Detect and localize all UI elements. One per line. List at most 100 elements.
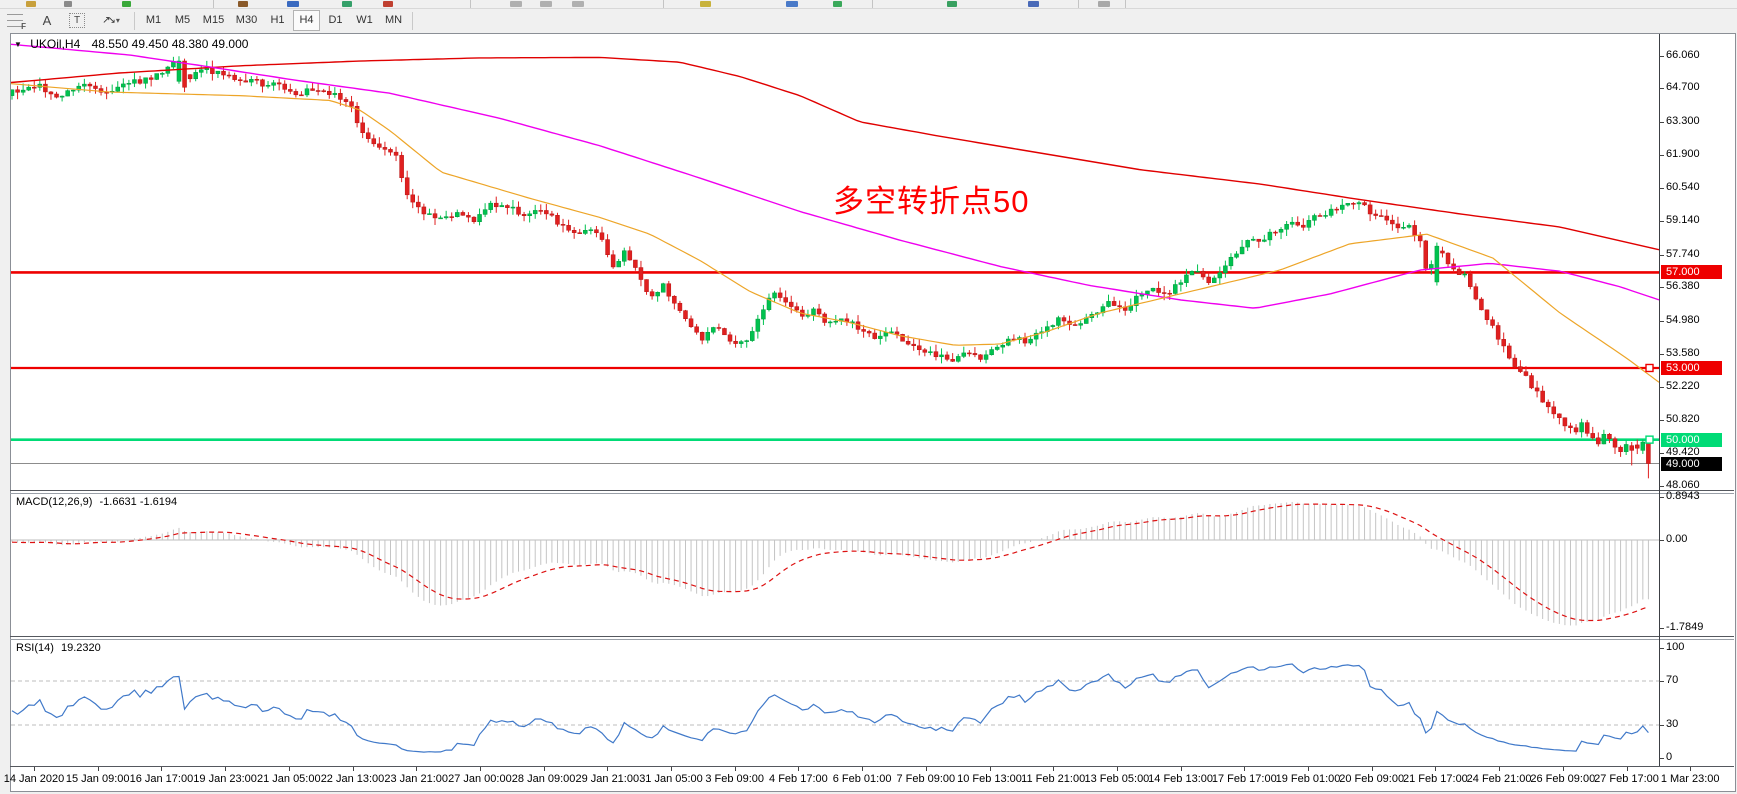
time-axis-label: 21 Feb 17:00	[1402, 773, 1468, 785]
chevron-down-icon: ▾	[115, 16, 120, 25]
timeframe-button-m15[interactable]: M15	[202, 14, 225, 26]
time-axis-label: 3 Feb 09:00	[705, 773, 765, 785]
toolbar-icon-partial[interactable]	[700, 1, 711, 7]
toolbar-icon-partial[interactable]	[383, 1, 393, 7]
candle-body	[466, 215, 471, 218]
toolbar-icon-partial[interactable]	[947, 1, 957, 7]
candle-body	[711, 327, 716, 333]
toolbar-icon-partial[interactable]	[238, 1, 248, 7]
timeframe-button-m30[interactable]: M30	[235, 14, 258, 26]
time-axis-label: 20 Feb 09:00	[1339, 773, 1405, 785]
candle-body	[1512, 357, 1518, 367]
candle-body	[994, 346, 1000, 350]
candle-body	[544, 210, 549, 215]
macd-panel-canvas[interactable]	[11, 494, 1659, 636]
candle-body	[722, 328, 727, 336]
candle-body	[1134, 295, 1139, 306]
candle-body	[1178, 282, 1184, 285]
time-axis-tick	[416, 767, 418, 771]
candle-body	[226, 74, 232, 77]
hline-handle-53.000[interactable]	[1645, 363, 1654, 373]
candle-body	[699, 332, 705, 341]
time-axis-tick	[1499, 767, 1501, 771]
timeframe-button-m5[interactable]: M5	[174, 14, 191, 26]
candle-body	[1295, 221, 1300, 226]
candle-body	[933, 351, 939, 358]
timeframe-button-d1[interactable]: D1	[328, 14, 343, 26]
arrows-icon[interactable]: ↗↘ ▾	[94, 12, 128, 30]
price-axis-label: 59.140	[1666, 214, 1700, 227]
rsi-line	[11, 663, 1649, 753]
candle-body	[1217, 272, 1223, 279]
rsi-axis-label: 0	[1666, 751, 1673, 763]
time-axis-tick	[989, 767, 991, 771]
time-axis-tick	[1244, 767, 1246, 771]
toolbar-icon-partial[interactable]	[64, 1, 72, 7]
candle-body	[427, 213, 432, 215]
candle-body	[1440, 250, 1445, 254]
toolbar-icon-partial[interactable]	[833, 1, 842, 7]
macd-group	[11, 501, 1659, 626]
candle-body	[1200, 270, 1206, 278]
time-axis-label: 26 Feb 09:00	[1530, 773, 1596, 785]
candle-body	[510, 206, 516, 209]
timeframe-button-h4[interactable]: H4	[293, 10, 320, 31]
candle-body	[878, 335, 883, 339]
candle-body	[516, 206, 521, 215]
fibonacci-icon[interactable]: F	[4, 12, 26, 31]
toolbar-icon-partial[interactable]	[786, 1, 798, 7]
candle-body	[1579, 422, 1584, 433]
timeframe-button-h1[interactable]: H1	[270, 14, 285, 26]
rsi-panel-canvas[interactable]	[11, 640, 1659, 766]
symbol-dropdown-icon[interactable]: ▼	[14, 40, 22, 49]
time-axis-label: 21 Jan 05:00	[256, 773, 321, 785]
candle-body	[1395, 223, 1401, 229]
candle-body	[299, 94, 304, 97]
candle-body	[1584, 422, 1590, 434]
candle-body	[221, 70, 226, 76]
rsi-value: 19.2320	[60, 642, 101, 654]
candle-body	[583, 230, 588, 234]
upper-toolbar-partial	[0, 0, 1737, 9]
candle-body	[65, 90, 70, 97]
symbol-timeframe-label: UKOil,H4	[30, 37, 81, 51]
candle-body	[1195, 270, 1200, 273]
toolbar-icon-partial[interactable]	[510, 1, 522, 7]
panel-divider[interactable]	[10, 636, 1734, 637]
fibonacci-icon-lines: F	[7, 14, 26, 31]
candle-body	[955, 356, 961, 362]
toolbar-icon-partial[interactable]	[287, 1, 299, 7]
candle-body	[1551, 406, 1557, 415]
toolbar-icon-partial[interactable]	[342, 1, 352, 7]
toolbar-icon-partial[interactable]	[540, 1, 552, 7]
toolbar-icon-partial[interactable]	[572, 1, 584, 7]
candle-body	[187, 74, 193, 80]
candle-body	[26, 86, 31, 91]
price-axis-tick	[1659, 88, 1664, 90]
candle-body	[655, 292, 660, 297]
candle-body	[638, 267, 644, 280]
toolbar-icon-partial[interactable]	[1098, 1, 1110, 7]
toolbar-icon-partial[interactable]	[122, 1, 131, 7]
candle-body	[521, 214, 527, 216]
time-axis-label: 29 Jan 21:00	[575, 773, 640, 785]
timeframe-button-m1[interactable]: M1	[145, 14, 162, 26]
hline-handle-50.000[interactable]	[1645, 435, 1654, 444]
candle-body	[1267, 231, 1273, 241]
candle-body	[148, 77, 154, 80]
candle-body	[54, 93, 59, 98]
candle-body	[416, 201, 421, 208]
chart-text-annotation[interactable]: 多空转折点50	[833, 184, 1030, 219]
panel-divider[interactable]	[10, 490, 1734, 491]
text-box-icon[interactable]: T	[66, 12, 88, 30]
timeframe-button-w1[interactable]: W1	[356, 14, 373, 26]
toolbar-icon-partial[interactable]	[26, 1, 36, 7]
text-label-icon[interactable]: A	[42, 13, 52, 28]
toolbar-icon-partial[interactable]	[1028, 1, 1039, 7]
main-chart-canvas[interactable]	[11, 34, 1659, 490]
candle-body	[460, 212, 466, 216]
timeframe-button-mn[interactable]: MN	[384, 14, 403, 26]
candle-body	[321, 90, 326, 92]
time-axis-label: 19 Feb 01:00	[1275, 773, 1341, 785]
